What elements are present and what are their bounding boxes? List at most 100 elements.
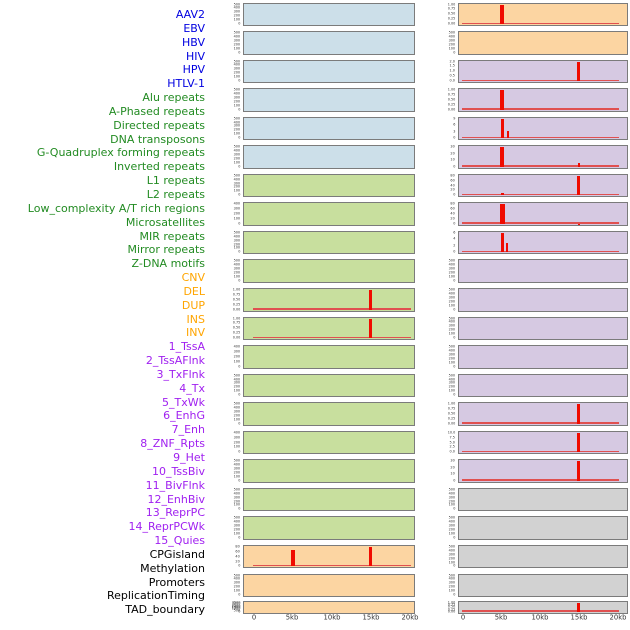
y-tick-label: 400 [233, 6, 240, 10]
row-label: AAV2 [175, 8, 205, 21]
signal-spike [505, 242, 508, 253]
y-axis-ticks: 500 400 300 200 100 0 [205, 259, 242, 283]
y-tick-label: 100 [233, 17, 240, 22]
y-axis-ticks: 500 400 300 200 100 0 [420, 288, 457, 312]
row-label: DEL [183, 284, 205, 298]
signal-baseline [462, 610, 619, 612]
y-tick-label: 500 [233, 458, 240, 463]
x-tick-label: 5kb [494, 614, 508, 622]
x-tick-label: 20kb [609, 614, 627, 622]
y-tick-label: 200 [233, 413, 240, 418]
y-axis-ticks: 500 400 300 200 100 0 [205, 174, 242, 198]
y-tick-label: 0 [452, 50, 455, 54]
track-row: 500 400 300 200 100 0 [420, 545, 628, 569]
y-tick-label: 400 [233, 462, 240, 467]
track-panel [243, 516, 415, 540]
row-label: 8_ZNF_Rpts [140, 437, 205, 451]
y-tick-label: 200 [233, 242, 240, 246]
y-tick-label: 0.50 [232, 325, 240, 330]
y-tick-label: 3 [452, 129, 455, 134]
y-tick-label: 200 [448, 584, 455, 589]
track-panel [458, 373, 628, 398]
y-tick-label: 500 [233, 2, 240, 6]
y-axis-ticks: 500 400 300 200 100 0 [420, 573, 457, 598]
y-tick-label: 100 [233, 588, 240, 593]
y-axis-ticks: 80 60 40 20 0 [420, 174, 457, 198]
y-tick-label: 0 [237, 135, 240, 140]
y-tick-label: 20 [450, 216, 455, 221]
y-tick-label: 0 [237, 449, 240, 454]
y-tick-label: 200 [233, 270, 240, 275]
track-row: 400 300 200 100 0 [205, 431, 415, 455]
row-label: G-Quadruplex forming repeats [36, 146, 205, 160]
y-axis-ticks: 500 400 300 200 100 0 [205, 402, 242, 426]
signal-spike [506, 130, 509, 139]
track-panel [243, 544, 415, 569]
track-panel [243, 288, 415, 312]
y-tick-label: 1000 [231, 606, 240, 611]
y-tick-label: 300 [448, 381, 455, 385]
track-panel [458, 59, 628, 84]
y-axis-ticks: 500 400 300 200 100 0 [205, 488, 242, 512]
x-tick-label: 15kb [570, 614, 588, 622]
track-row: 6 4 2 0 [420, 231, 628, 255]
left-plot-column: 500 400 300 200 100 0 500 400 300 200 100 0 500 400 30… [205, 0, 418, 630]
track-panel [458, 316, 628, 341]
y-tick-label: 20 [450, 151, 455, 156]
y-tick-label: 100 [233, 417, 240, 422]
y-tick-label: 100 [448, 274, 455, 279]
signal-spike [577, 432, 581, 453]
y-tick-label: 300 [233, 181, 240, 185]
track-row: 80 60 40 20 0 [420, 174, 628, 198]
y-tick-label: 100 [448, 331, 455, 336]
track-panel [458, 173, 628, 198]
y-tick-label: 0 [237, 364, 240, 368]
signal-baseline [253, 564, 411, 567]
y-tick-label: 100 [233, 503, 240, 507]
track-panel [243, 2, 415, 26]
x-tick-label: 0 [251, 614, 257, 622]
y-axis-ticks: 500 400 300 200 100 0 [205, 2, 242, 27]
signal-spike [577, 175, 581, 196]
y-tick-label: 0.25 [447, 607, 455, 611]
y-tick-label: 500 [233, 230, 240, 235]
y-tick-label: 200 [233, 13, 240, 18]
track-panel [458, 345, 628, 369]
y-tick-label: 100 [233, 474, 240, 479]
row-label: INS [186, 312, 205, 326]
y-tick-label: 500 [448, 516, 455, 520]
y-tick-label: 0 [452, 335, 455, 340]
y-tick-label: 100 [233, 359, 240, 364]
y-axis-ticks: 500 400 300 200 100 0 [205, 117, 242, 141]
y-tick-label: 4 [452, 237, 455, 241]
y-tick-label: 300 [233, 266, 240, 271]
y-tick-label: 0 [452, 535, 455, 540]
y-tick-label: 80 [450, 202, 455, 206]
y-tick-label: 9 [452, 116, 455, 121]
y-tick-label: 500 [448, 316, 455, 320]
y-tick-label: 100 [233, 216, 240, 221]
y-tick-label: 80 [235, 544, 240, 549]
signal-baseline [253, 308, 411, 310]
y-tick-label: 0.25 [232, 302, 240, 307]
y-tick-label: 300 [233, 580, 240, 585]
signal-baseline [462, 250, 619, 253]
y-tick-label: 400 [448, 34, 455, 39]
y-tick-label: 100 [448, 303, 455, 307]
track-row: 2.0 1.5 1.0 0.5 0.0 [420, 59, 628, 84]
y-axis-ticks: 500 400 300 200 100 0 [205, 59, 242, 84]
y-tick-label: 0 [237, 164, 240, 169]
track-panel [243, 116, 415, 141]
y-tick-label: 100 [448, 46, 455, 51]
y-tick-label: 400 [233, 377, 240, 381]
y-tick-label: 200 [233, 70, 240, 75]
row-label: Inverted repeats [113, 160, 205, 174]
y-tick-label: 200 [233, 527, 240, 532]
y-tick-label: 1500 [231, 605, 240, 610]
y-tick-label: 300 [448, 580, 455, 585]
y-tick-label: 500 [448, 259, 455, 263]
y-tick-label: 500 [233, 573, 240, 577]
y-tick-label: 200 [233, 384, 240, 389]
row-label: 9_Het [173, 451, 205, 464]
